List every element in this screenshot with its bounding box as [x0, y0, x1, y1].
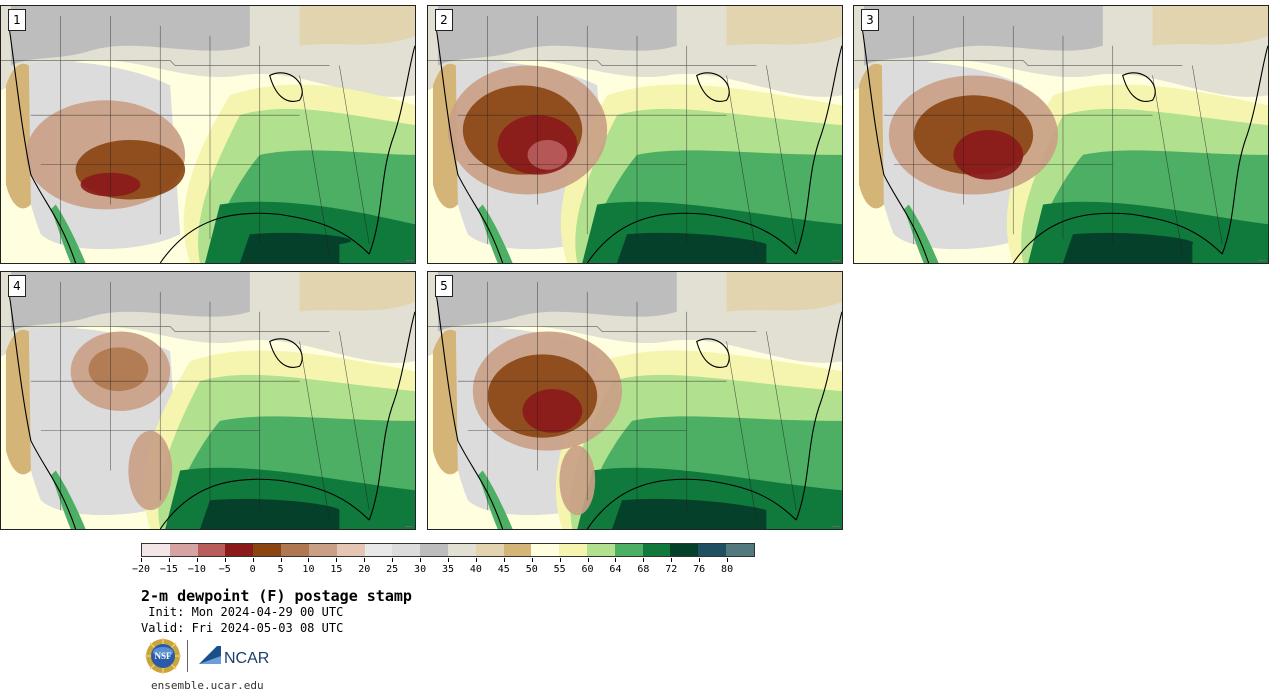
colorbar-labels: −20 −15 −10 −5 0 5 10 15 20 25 30 35 40 45 50 55 60 64 68 7…: [132, 558, 755, 578]
colorbar-label: −10: [187, 564, 206, 575]
valid-time: Valid: Fri 2024-05-03 08 UTC: [141, 621, 344, 635]
colorbar-label: 5: [277, 564, 284, 575]
colorbar-tick: [141, 558, 142, 562]
colorbar-tick: [364, 558, 366, 562]
colorbar-swatch: [726, 544, 754, 556]
colorbar-swatch: [503, 544, 532, 556]
colorbar-label: 0: [249, 564, 256, 575]
dewpoint-map: [428, 272, 842, 529]
colorbar-label: 25: [386, 564, 399, 575]
scale-tick: [405, 260, 413, 261]
svg-text:NSF: NSF: [154, 651, 172, 661]
svg-text:NCAR: NCAR: [224, 650, 269, 667]
map-panel-1: 1: [0, 5, 416, 264]
colorbar-tick: [475, 558, 477, 562]
colorbar-swatch: [531, 544, 560, 556]
colorbar-label: 35: [441, 564, 455, 575]
colorbar-tick: [727, 558, 729, 562]
panel-number: 5: [435, 275, 453, 297]
colorbar-tick: [280, 558, 282, 562]
colorbar-tick: [587, 558, 589, 562]
colorbar-tick: [168, 558, 170, 562]
colorbar-tick: [531, 558, 533, 562]
colorbar-label: 68: [637, 564, 650, 575]
colorbar-swatch: [559, 544, 587, 556]
colorbar-swatch: [475, 544, 504, 556]
colorbar-label: 45: [497, 564, 510, 575]
colorbar-tick: [643, 558, 645, 562]
colorbar-swatch: [447, 544, 476, 556]
map-panel-3: 3: [853, 5, 1269, 264]
panel-number: 2: [435, 9, 453, 31]
colorbar-label: 80: [721, 564, 734, 575]
colorbar-tick: [196, 558, 198, 562]
colorbar-label: 40: [469, 564, 482, 575]
colorbar-swatch: [364, 544, 393, 556]
panel-number: 1: [8, 9, 26, 31]
colorbar-label: −5: [218, 564, 231, 575]
colorbar-swatch: [169, 544, 198, 556]
map-panel-4: 4: [0, 271, 416, 530]
colorbar-swatch: [420, 544, 448, 556]
colorbar-label: 76: [693, 564, 706, 575]
colorbar-label: −15: [159, 564, 178, 575]
colorbar-tick: [252, 558, 254, 562]
colorbar-label: 10: [302, 564, 315, 575]
colorbar-swatch: [392, 544, 421, 556]
colorbar-label: −20: [131, 564, 151, 575]
logo-divider: [187, 640, 188, 672]
colorbar-label: 15: [330, 564, 343, 575]
colorbar-swatch: [587, 544, 615, 556]
colorbar-tick: [392, 558, 394, 562]
colorbar-swatch: [336, 544, 365, 556]
scale-tick: [405, 526, 413, 527]
map-panel-2: 2: [427, 5, 843, 264]
colorbar-tick: [224, 558, 226, 562]
init-time: Init: Mon 2024-04-29 00 UTC: [141, 605, 344, 619]
colorbar-label: 55: [553, 564, 566, 575]
colorbar-swatch: [642, 544, 671, 556]
panel-number: 4: [8, 275, 26, 297]
colorbar-swatch: [197, 544, 226, 556]
colorbar-label: 20: [358, 564, 371, 575]
colorbar-swatch: [670, 544, 699, 556]
dewpoint-map: [428, 6, 842, 263]
dewpoint-map: [1, 272, 415, 529]
colorbar-label: 30: [414, 564, 427, 575]
site-url[interactable]: ensemble.ucar.edu: [151, 679, 264, 692]
scale-tick: [832, 526, 840, 527]
colorbar-tick: [336, 558, 338, 562]
colorbar-tick: [308, 558, 310, 562]
colorbar-swatch: [225, 544, 254, 556]
colorbar-label: 60: [581, 564, 594, 575]
colorbar-tick: [671, 558, 673, 562]
panel-number: 3: [861, 9, 879, 31]
dewpoint-map: [1, 6, 415, 263]
colorbar-tick: [615, 558, 617, 562]
colorbar-swatch: [698, 544, 727, 556]
map-panel-5: 5: [427, 271, 843, 530]
colorbar-tick: [699, 558, 701, 562]
colorbar-tick: [559, 558, 561, 562]
page-title: 2-m dewpoint (F) postage stamp: [141, 587, 412, 605]
colorbar-label: 64: [609, 564, 622, 575]
colorbar-swatch: [281, 544, 309, 556]
scale-tick: [1258, 260, 1266, 261]
nsf-logo-icon[interactable]: NSF: [145, 638, 181, 674]
colorbar: [141, 543, 755, 557]
logos: NSF NCAR: [145, 638, 275, 676]
dewpoint-map: [854, 6, 1268, 263]
colorbar-swatch: [614, 544, 643, 556]
colorbar-tick: [420, 558, 422, 562]
ncar-logo-icon[interactable]: NCAR: [197, 642, 275, 670]
colorbar-swatch: [142, 544, 170, 556]
scale-tick: [832, 260, 840, 261]
colorbar-tick: [448, 558, 449, 562]
colorbar-tick: [503, 558, 505, 562]
colorbar-swatch: [308, 544, 337, 556]
colorbar-label: 50: [525, 564, 538, 575]
colorbar-label: 72: [665, 564, 678, 575]
colorbar-swatch: [253, 544, 282, 556]
